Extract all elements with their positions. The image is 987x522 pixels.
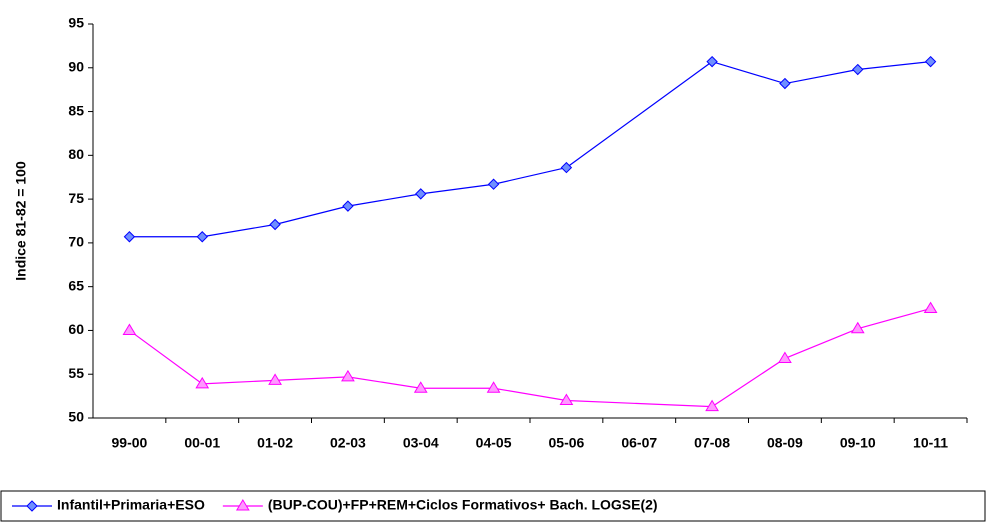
point (852, 63, 864, 76)
x-tick-label: 00-01 (184, 435, 220, 451)
y-tick-label: 55 (68, 365, 84, 381)
point (559, 393, 574, 405)
legend-label: (BUP-COU)+FP+REM+Ciclos Formativos+ Bach… (268, 497, 658, 513)
point (342, 200, 354, 212)
y-axis-label: Indice 81-82 = 100 (13, 161, 29, 281)
series-line (711, 61, 931, 85)
x-tick-label: 06-07 (621, 435, 657, 451)
y-tick-label: 75 (68, 190, 84, 206)
x-tick-label: 01-02 (257, 435, 293, 451)
point (487, 178, 500, 190)
x-tick-label: 09-10 (840, 435, 876, 451)
y-tick-label: 95 (68, 15, 84, 31)
point (923, 301, 938, 314)
legend-label: Infantil+Primaria+ESO (57, 497, 205, 513)
point (486, 381, 501, 393)
point (924, 55, 937, 68)
point (269, 218, 281, 231)
point (122, 323, 137, 335)
gap-connector (566, 399, 713, 408)
x-tick-label: 07-08 (694, 435, 730, 451)
legend-box (0, 490, 986, 522)
point (778, 351, 792, 363)
y-tick-label: 85 (68, 102, 84, 118)
point (413, 381, 428, 393)
y-tick-label: 80 (68, 146, 84, 162)
x-tick-label: 03-04 (403, 435, 439, 451)
legend-marker (26, 500, 38, 512)
point (195, 376, 210, 389)
y-tick-label: 50 (68, 409, 84, 425)
point (850, 321, 865, 334)
series-line (711, 307, 931, 408)
point (268, 373, 282, 385)
x-tick-label: 08-09 (767, 435, 803, 451)
point (779, 77, 791, 90)
point (705, 399, 719, 412)
x-tick-label: 04-05 (476, 435, 512, 451)
point (341, 369, 355, 382)
legend-marker (235, 499, 250, 511)
point (196, 231, 208, 243)
x-tick-label: 05-06 (549, 435, 585, 451)
x-tick-label: 02-03 (330, 435, 366, 451)
series-line (129, 329, 567, 402)
y-tick-label: 70 (68, 234, 84, 250)
gap-connector (566, 61, 713, 169)
point (415, 188, 427, 200)
point (706, 55, 718, 68)
y-tick-label: 60 (68, 321, 84, 337)
point (123, 231, 136, 243)
point (560, 161, 573, 174)
y-tick-label: 65 (68, 277, 84, 293)
x-tick-label: 10-11 (913, 435, 948, 451)
x-tick-label: 99-00 (112, 435, 148, 451)
y-tick-label: 90 (68, 58, 84, 74)
